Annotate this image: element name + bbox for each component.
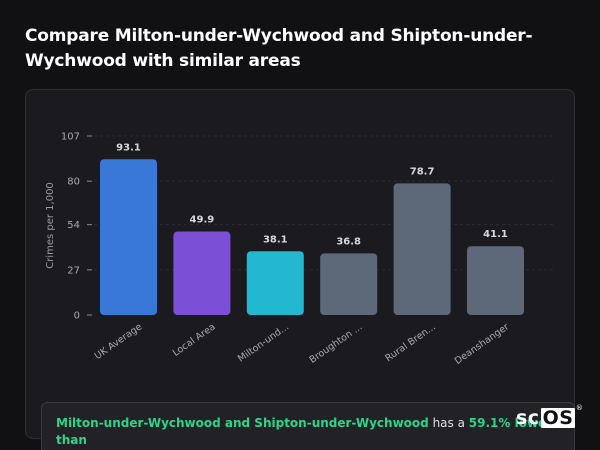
y-tick-label: 107 <box>61 132 80 143</box>
summary-place: Milton-under-Wychwood and Shipton-under-… <box>56 416 429 430</box>
x-tick-label: Local Area <box>171 321 218 358</box>
bar <box>173 231 231 315</box>
logo-text: sc <box>516 407 540 429</box>
logo-registered: ® <box>575 404 584 412</box>
y-tick-label: 0 <box>74 311 80 322</box>
summary-middle: has a <box>428 416 469 430</box>
bar-chart: Crimes per 1,000 0 27 54 80 107 93.1 UK Average… <box>45 132 553 367</box>
data-label: 41.1 <box>483 229 508 240</box>
bar <box>393 183 451 315</box>
y-tick-label: 80 <box>67 177 80 188</box>
bar <box>320 253 378 315</box>
chart-card: Crimes per 1,000 0 27 54 80 107 93.1 UK Average… <box>25 89 575 439</box>
brand-logo: sc OS ® <box>516 404 583 430</box>
summary-box: Milton-under-Wychwood and Shipton-under-… <box>41 402 575 450</box>
x-tick-label: UK Average <box>93 321 145 362</box>
x-tick-label: Milton-und... <box>236 321 291 364</box>
y-tick-label: 27 <box>67 265 80 276</box>
page-title: Compare Milton-under-Wychwood and Shipto… <box>25 26 533 71</box>
data-label: 78.7 <box>410 166 435 177</box>
summary-stat: 59.1% lower than <box>56 416 553 447</box>
data-label: 38.1 <box>263 234 288 245</box>
data-label: 36.8 <box>336 236 361 247</box>
x-tick-label: Deanshanger <box>453 321 511 367</box>
bar <box>100 159 157 315</box>
data-label: 93.1 <box>116 142 141 153</box>
x-tick-label: Rural Bren... <box>383 321 437 364</box>
bar <box>246 251 304 315</box>
data-label: 49.9 <box>190 215 215 226</box>
logo-box-text: OS <box>540 407 576 429</box>
y-tick-label: 54 <box>67 220 80 231</box>
y-axis-label: Crimes per 1,000 <box>45 182 56 269</box>
bar <box>467 246 524 315</box>
x-tick-label: Broughton ... <box>308 321 365 365</box>
